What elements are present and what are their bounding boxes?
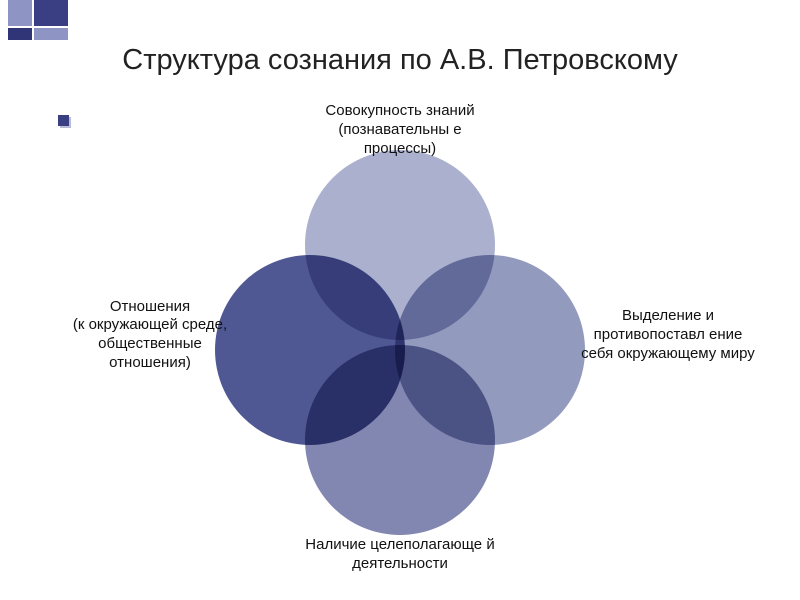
venn-label-top: Совокупность знаний (познавательны е про… [310, 102, 490, 158]
venn-circle-left [215, 255, 405, 445]
deco-bar-2 [34, 0, 68, 26]
venn-label-bottom: Наличие целеполагающе йдеятельности [300, 536, 500, 574]
title-bullet [58, 115, 69, 126]
slide-title: Структура сознания по А.В. Петровскому [0, 44, 800, 77]
deco-bar-1 [8, 0, 32, 26]
slide-stage: Структура сознания по А.В. Петровскому С… [0, 0, 800, 600]
deco-bar-4 [34, 28, 68, 40]
venn-label-right: Выделение и противопоставл ениесебя окру… [578, 307, 758, 363]
deco-bar-3 [8, 28, 32, 40]
venn-label-left: Отношения(к окружающей среде, общественн… [65, 298, 235, 373]
